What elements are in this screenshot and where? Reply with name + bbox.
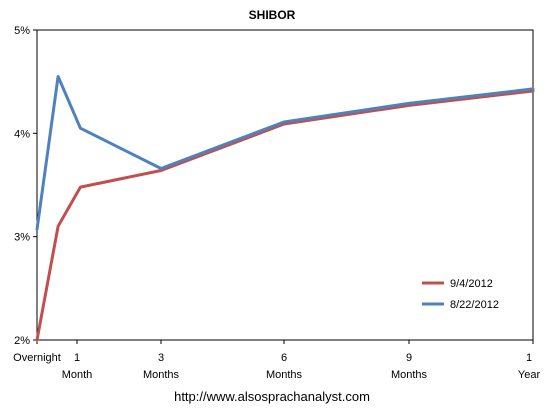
x-tick-label: Months [391, 369, 428, 381]
x-axis-ticks: Overnight 1 Month 3 Months 6 Months 9 Months 1 Yea… [13, 340, 540, 381]
plot-area [36, 29, 534, 341]
chart-title: SHIBOR [249, 8, 296, 22]
legend-label: 9/4/2012 [450, 278, 493, 290]
x-tick-label: Year [518, 369, 541, 381]
x-tick-label: 1 [526, 352, 532, 364]
series-line [35, 89, 535, 342]
x-tick-label: Months [266, 369, 303, 381]
series-lines [35, 75, 535, 342]
footer-url: http://www.alsosprachanalyst.com [174, 389, 370, 404]
y-tick-label: 4% [14, 128, 30, 140]
y-tick-label: 3% [14, 232, 30, 244]
legend-label: 8/22/2012 [450, 299, 499, 311]
x-tick-label: 1 [74, 352, 80, 364]
x-tick-label: Month [62, 369, 93, 381]
series-line [35, 75, 535, 231]
x-tick-label: Months [143, 369, 180, 381]
x-tick-label: 9 [406, 352, 412, 364]
x-tick-label: 6 [281, 352, 287, 364]
y-axis-ticks: 2% 3% 4% 5% [14, 25, 37, 347]
y-tick-label: 5% [14, 25, 30, 37]
legend: 9/4/2012 8/22/2012 [422, 278, 499, 311]
x-tick-label: Overnight [13, 352, 61, 364]
y-tick-label: 2% [14, 335, 30, 347]
x-tick-label: 3 [158, 352, 164, 364]
